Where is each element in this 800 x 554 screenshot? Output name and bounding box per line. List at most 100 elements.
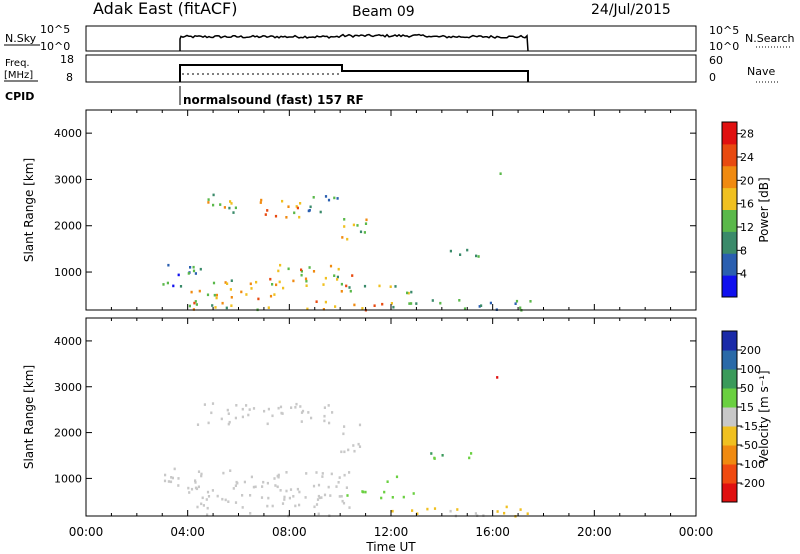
pixel-3	[359, 230, 363, 234]
pixel-0	[234, 416, 237, 420]
colorbar-tick-label: 50	[740, 382, 754, 395]
pixel-4	[412, 492, 415, 495]
pixel-0	[277, 406, 280, 410]
pixel-5	[215, 296, 218, 300]
pixel-0	[203, 403, 206, 406]
pixel-1	[287, 205, 290, 208]
pixel-3	[254, 485, 257, 489]
pixel-8	[496, 376, 499, 379]
pixel-3	[327, 485, 330, 489]
colorbar-segment	[722, 369, 737, 389]
pixel-1	[357, 442, 360, 446]
pixel-3	[252, 485, 255, 489]
pixel-0	[228, 420, 231, 424]
pixel-0	[207, 201, 210, 204]
pixel-3	[356, 224, 359, 227]
pixel-5	[190, 290, 193, 294]
pixel-6	[312, 270, 316, 273]
pixel-1	[274, 214, 278, 218]
pixel-3	[271, 504, 274, 508]
pixel-5	[230, 279, 233, 282]
pixel-6	[340, 282, 343, 286]
pixel-3	[317, 494, 320, 498]
pixel-3	[313, 505, 316, 509]
colorbar-tick-label: 200	[740, 344, 761, 357]
pixel-0	[211, 402, 215, 405]
pixel-7	[378, 284, 381, 288]
pixel-8	[324, 300, 327, 304]
pixel-2	[333, 196, 336, 200]
pixel-6	[292, 279, 295, 283]
pixel-9	[458, 299, 461, 302]
pixel-0	[301, 409, 305, 413]
colorbar-segment	[722, 407, 737, 427]
pixel-3	[285, 489, 288, 493]
pixel-3	[343, 473, 346, 477]
pixel-0	[207, 421, 210, 425]
freq-left-tick-top: 18	[60, 53, 74, 66]
pixel-10	[475, 254, 478, 258]
pixel-6	[279, 263, 282, 267]
pixel-0	[220, 417, 223, 421]
power-y-label: Slant Range [km]	[22, 158, 36, 262]
pixel-5	[206, 293, 210, 297]
pixel-9	[415, 302, 418, 305]
pixel-4	[187, 272, 190, 275]
pixel-0	[267, 407, 270, 411]
pixel-3	[364, 222, 368, 225]
pixel-7	[391, 509, 394, 513]
velocity-data	[163, 376, 529, 518]
pixel-6	[305, 279, 308, 283]
pixel-10	[459, 253, 462, 256]
pixel-0	[223, 206, 226, 209]
pixel-3	[221, 497, 224, 501]
pixel-9	[408, 302, 411, 305]
pixel-2	[336, 197, 339, 200]
pixel-3	[222, 471, 225, 475]
pixel-3	[346, 237, 349, 241]
colorbar-tick-label: -200	[740, 477, 765, 490]
colorbar-segment	[722, 122, 737, 145]
pixel-0	[252, 407, 256, 410]
nave-right-tick-top: 60	[709, 54, 723, 67]
x-axis-label: Time UT	[365, 540, 416, 554]
pixel-6	[300, 273, 303, 277]
pixel-7	[389, 285, 392, 288]
pixel-2	[164, 473, 167, 477]
pixel-3	[196, 505, 199, 509]
colorbar-tick-label: 100	[740, 363, 761, 376]
x-tick-label: 04:00	[170, 525, 205, 539]
pixel-3	[298, 490, 301, 494]
colorbar-segment	[722, 426, 737, 446]
pixel-8	[334, 305, 337, 308]
pixel-4	[192, 265, 195, 269]
pixel-3	[260, 496, 264, 499]
nsky-right-tick-bottom: 10^0	[709, 40, 739, 53]
pixel-0	[230, 202, 233, 205]
pixel-1	[358, 423, 362, 427]
colorbar-tick-label: -15	[740, 420, 758, 433]
date-label: 24/Jul/2015	[591, 2, 671, 18]
pixel-4	[177, 273, 180, 277]
colorbar-frame	[721, 121, 738, 298]
y-tick-label: 4000	[54, 127, 82, 140]
pixel-9	[478, 305, 481, 308]
pixel-8	[315, 300, 318, 303]
pixel-6	[386, 480, 389, 483]
pixel-3	[294, 504, 297, 508]
colorbar-segment	[722, 231, 737, 254]
pixel-3	[197, 485, 200, 489]
pixel-7	[496, 510, 499, 513]
pixel-5	[215, 293, 218, 297]
pixel-0	[266, 422, 269, 426]
pixel-5	[470, 452, 473, 455]
pixel-9	[431, 299, 434, 302]
pixel-3	[348, 471, 351, 474]
pixel-5	[245, 293, 248, 296]
pixel-4	[194, 272, 197, 275]
freq-trace	[179, 64, 529, 82]
pixel-2	[187, 486, 190, 490]
pixel-0	[207, 198, 210, 201]
nsky-left-tick-bottom: 10^0	[40, 40, 70, 53]
pixel-0	[323, 419, 326, 423]
